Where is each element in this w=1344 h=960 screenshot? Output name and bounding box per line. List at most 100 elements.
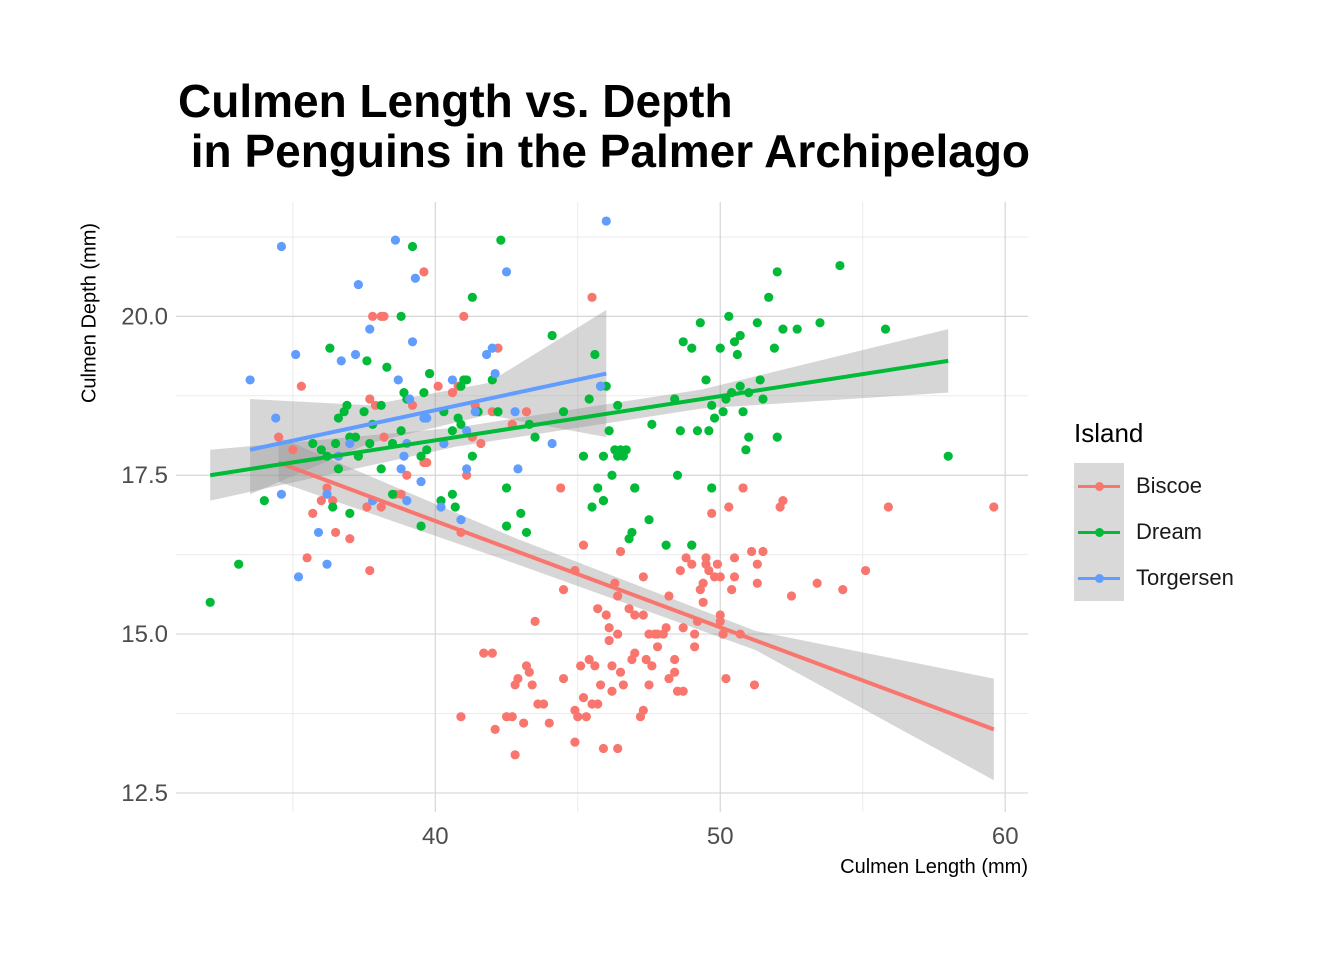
data-point-torgersen xyxy=(293,572,304,582)
data-point-biscoe xyxy=(519,718,529,728)
data-point-biscoe xyxy=(459,311,469,321)
data-point-biscoe xyxy=(308,508,318,518)
data-point-torgersen xyxy=(291,349,301,360)
data-point-torgersen xyxy=(271,413,281,423)
data-point-dream xyxy=(376,400,386,410)
data-point-dream xyxy=(724,311,734,321)
x-axis-label: Culmen Length (mm) xyxy=(840,856,1028,878)
legend-key-torgersen xyxy=(1074,555,1124,601)
data-point-biscoe xyxy=(322,483,332,493)
data-point-dream xyxy=(345,432,355,442)
data-point-dream xyxy=(501,521,512,531)
legend-item-biscoe: Biscoe xyxy=(1074,463,1234,509)
data-point-biscoe xyxy=(476,438,486,449)
data-point-dream xyxy=(610,445,620,455)
data-point-biscoe xyxy=(479,648,489,658)
data-point-biscoe xyxy=(365,565,375,576)
data-point-dream xyxy=(501,483,512,493)
data-point-biscoe xyxy=(402,470,412,480)
data-point-biscoe xyxy=(368,311,378,321)
data-point-dream xyxy=(330,438,341,449)
data-point-biscoe xyxy=(379,311,389,321)
data-point-biscoe xyxy=(630,648,640,658)
data-point-dream xyxy=(704,426,714,436)
data-point-dream xyxy=(516,508,526,518)
data-point-biscoe xyxy=(718,629,728,639)
y-tick-label: 15.0 xyxy=(121,621,168,648)
data-point-dream xyxy=(436,496,446,506)
data-point-torgersen xyxy=(510,407,520,417)
data-point-dream xyxy=(447,489,458,499)
data-point-biscoe xyxy=(510,750,520,760)
data-point-dream xyxy=(772,267,782,277)
data-point-torgersen xyxy=(470,407,480,417)
data-point-biscoe xyxy=(362,502,372,512)
data-point-dream xyxy=(316,445,326,455)
x-tick-label: 40 xyxy=(422,823,449,850)
data-point-biscoe xyxy=(433,381,443,391)
data-point-torgersen xyxy=(390,235,401,245)
data-point-biscoe xyxy=(698,597,708,607)
data-point-dream xyxy=(345,508,355,518)
data-point-dream xyxy=(590,349,600,360)
data-point-biscoe xyxy=(758,546,768,557)
data-point-dream xyxy=(584,394,594,404)
data-point-biscoe xyxy=(273,432,284,442)
data-point-torgersen xyxy=(345,438,355,449)
data-point-biscoe xyxy=(379,432,389,442)
data-point-biscoe xyxy=(521,661,532,671)
data-point-biscoe xyxy=(630,610,640,620)
data-point-dream xyxy=(715,343,725,353)
data-point-torgersen xyxy=(276,489,287,499)
data-point-torgersen xyxy=(410,273,420,283)
data-point-dream xyxy=(695,318,705,328)
data-point-torgersen xyxy=(405,394,415,404)
y-tick-label: 12.5 xyxy=(121,780,168,807)
data-point-biscoe xyxy=(664,673,674,684)
data-point-dream xyxy=(647,419,657,429)
data-point-biscoe xyxy=(613,591,623,601)
data-point-dream xyxy=(687,540,697,550)
data-point-torgersen xyxy=(601,216,611,226)
x-tick-label: 50 xyxy=(707,823,734,850)
data-point-dream xyxy=(738,407,748,417)
data-point-torgersen xyxy=(462,426,472,436)
trend-line-torgersen xyxy=(249,371,607,452)
data-point-biscoe xyxy=(778,496,788,506)
data-point-dream xyxy=(407,241,418,252)
data-point-dream xyxy=(752,318,762,328)
data-point-biscoe xyxy=(447,388,458,398)
legend-label-biscoe: Biscoe xyxy=(1136,473,1203,498)
data-point-torgersen xyxy=(501,267,512,277)
data-point-biscoe xyxy=(288,445,298,455)
data-point-biscoe xyxy=(376,502,386,512)
data-point-biscoe xyxy=(690,642,700,652)
data-point-biscoe xyxy=(570,705,580,715)
y-tick-label: 20.0 xyxy=(121,303,168,330)
data-point-dream xyxy=(744,432,754,442)
data-point-biscoe xyxy=(462,470,472,480)
y-tick-label: 17.5 xyxy=(121,462,168,489)
legend-title: Island xyxy=(1074,418,1144,448)
data-point-biscoe xyxy=(578,693,589,703)
data-point-dream xyxy=(718,407,728,417)
data-point-biscoe xyxy=(989,502,999,512)
data-point-torgersen xyxy=(487,343,497,353)
data-point-biscoe xyxy=(652,642,663,652)
data-point-dream xyxy=(416,451,426,461)
data-point-dream xyxy=(630,483,640,493)
data-point-dream xyxy=(234,559,244,569)
data-point-dream xyxy=(467,451,477,461)
data-point-dream xyxy=(644,515,654,525)
legend-label-torgersen: Torgersen xyxy=(1136,565,1234,590)
data-point-dream xyxy=(687,343,697,353)
data-point-biscoe xyxy=(738,483,748,493)
data-point-torgersen xyxy=(350,349,361,360)
data-point-dream xyxy=(456,419,466,429)
data-point-biscoe xyxy=(701,553,711,563)
data-point-dream xyxy=(735,330,745,341)
data-point-biscoe xyxy=(670,654,680,665)
data-point-dream xyxy=(387,489,398,499)
data-point-dream xyxy=(578,451,589,461)
legend-key-biscoe xyxy=(1074,463,1124,509)
